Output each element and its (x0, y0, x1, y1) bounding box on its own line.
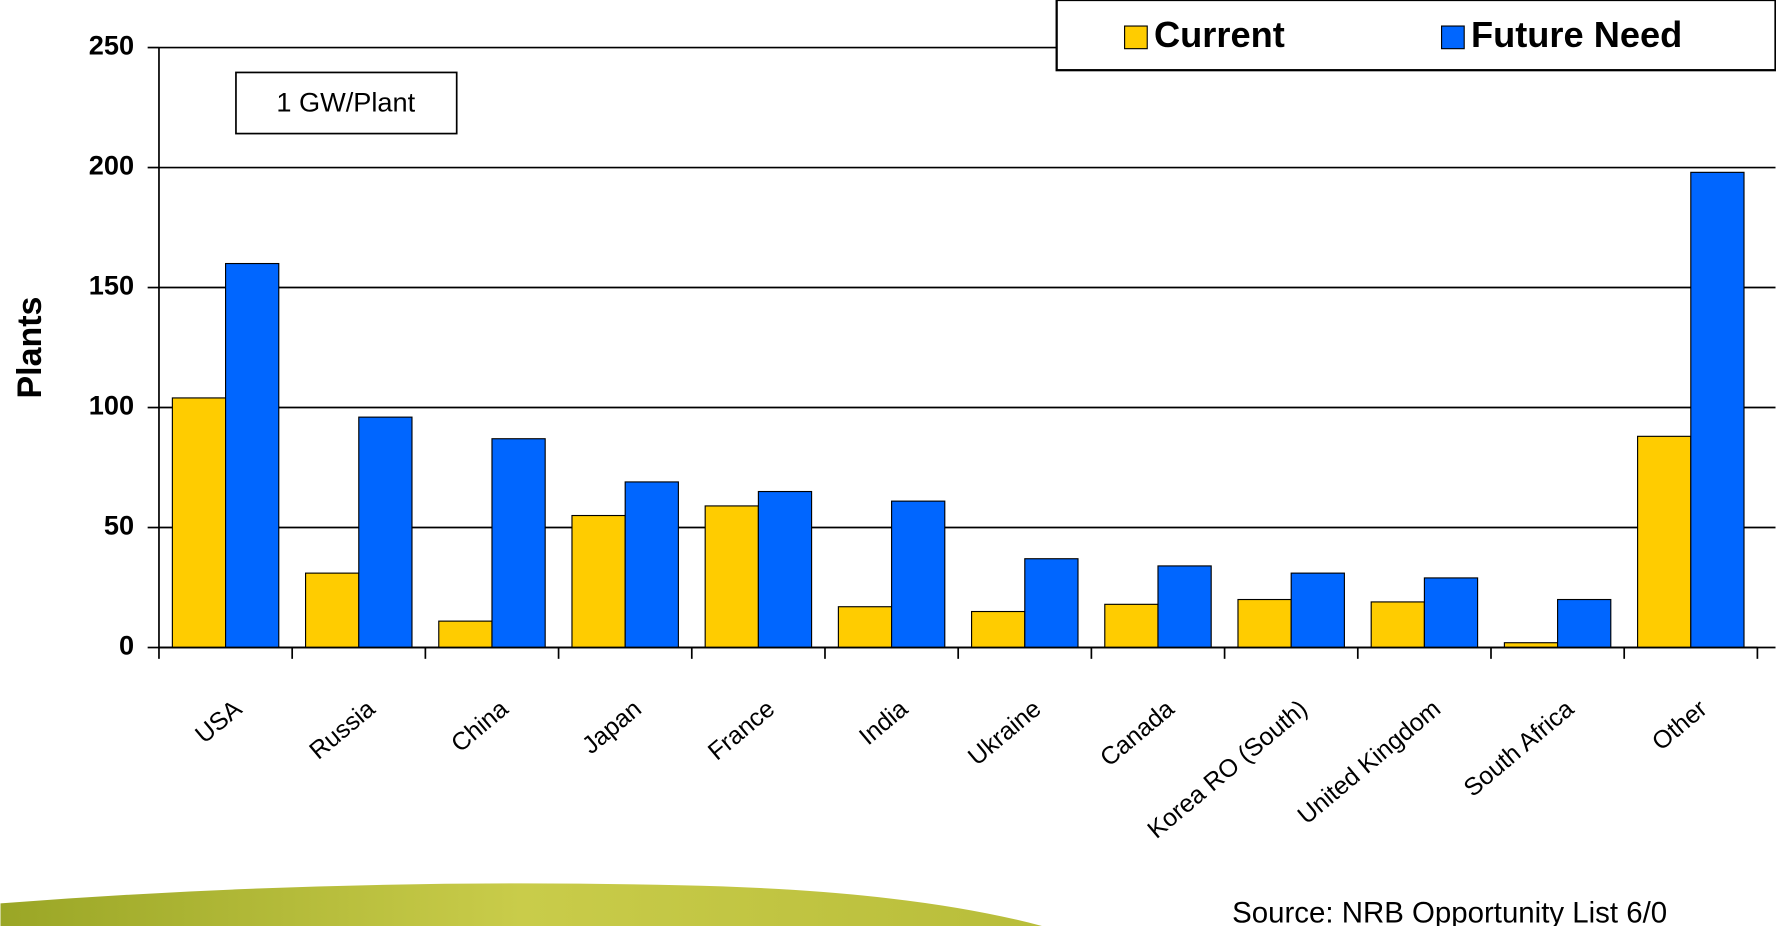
y-tick-label: 0 (119, 630, 134, 661)
x-tick-label: South Africa (1458, 694, 1579, 802)
x-tick-label: United Kingdom (1292, 695, 1446, 830)
bar (491, 438, 546, 649)
legend-label: Current (1154, 14, 1285, 55)
bar (971, 610, 1026, 649)
x-tick-label: India (854, 694, 913, 750)
bar (757, 490, 813, 649)
bar (305, 572, 360, 649)
bar (1157, 565, 1212, 649)
background-leaf (0, 883, 1042, 926)
annotation: 1 GW/Plant (276, 86, 415, 117)
bar (704, 505, 759, 649)
bar (1637, 435, 1692, 649)
y-tick-label: 50 (104, 510, 134, 541)
legend-box (1055, 0, 1776, 72)
legend-swatch (1124, 25, 1148, 50)
x-tick-label: USA (190, 694, 248, 749)
bar (624, 481, 679, 649)
y-axis-label: Plants (11, 297, 49, 399)
bar (1557, 598, 1612, 649)
bar (1690, 171, 1745, 649)
bar (891, 500, 946, 649)
bar (1237, 598, 1292, 649)
legend-swatch (1440, 25, 1465, 50)
bar (438, 620, 493, 649)
bar (1370, 601, 1425, 649)
bar (1423, 577, 1479, 649)
x-tick-label: Canada (1095, 694, 1180, 772)
y-tick-label: 200 (89, 150, 134, 181)
y-tick-label: 250 (89, 30, 134, 61)
x-tick-label: Other (1647, 695, 1713, 756)
x-tick-label: France (703, 695, 780, 766)
legend-label: Future Need (1471, 14, 1682, 55)
y-tick-label: 100 (89, 390, 134, 421)
bar (1290, 572, 1345, 649)
x-tick-label: Russia (304, 694, 380, 764)
bar (571, 514, 626, 649)
y-tick-label: 150 (89, 270, 134, 301)
bar (1104, 603, 1159, 649)
bar (225, 262, 280, 649)
x-tick-label: Ukraine (963, 695, 1047, 772)
bar (171, 397, 227, 649)
x-tick-label: China (446, 694, 514, 757)
bar (837, 606, 893, 649)
bar (358, 416, 413, 649)
annotation-box (235, 71, 458, 135)
x-tick-label: Japan (577, 695, 647, 760)
source: Source: NRB Opportunity List 6/0 (1232, 896, 1667, 926)
bar (1024, 558, 1079, 649)
